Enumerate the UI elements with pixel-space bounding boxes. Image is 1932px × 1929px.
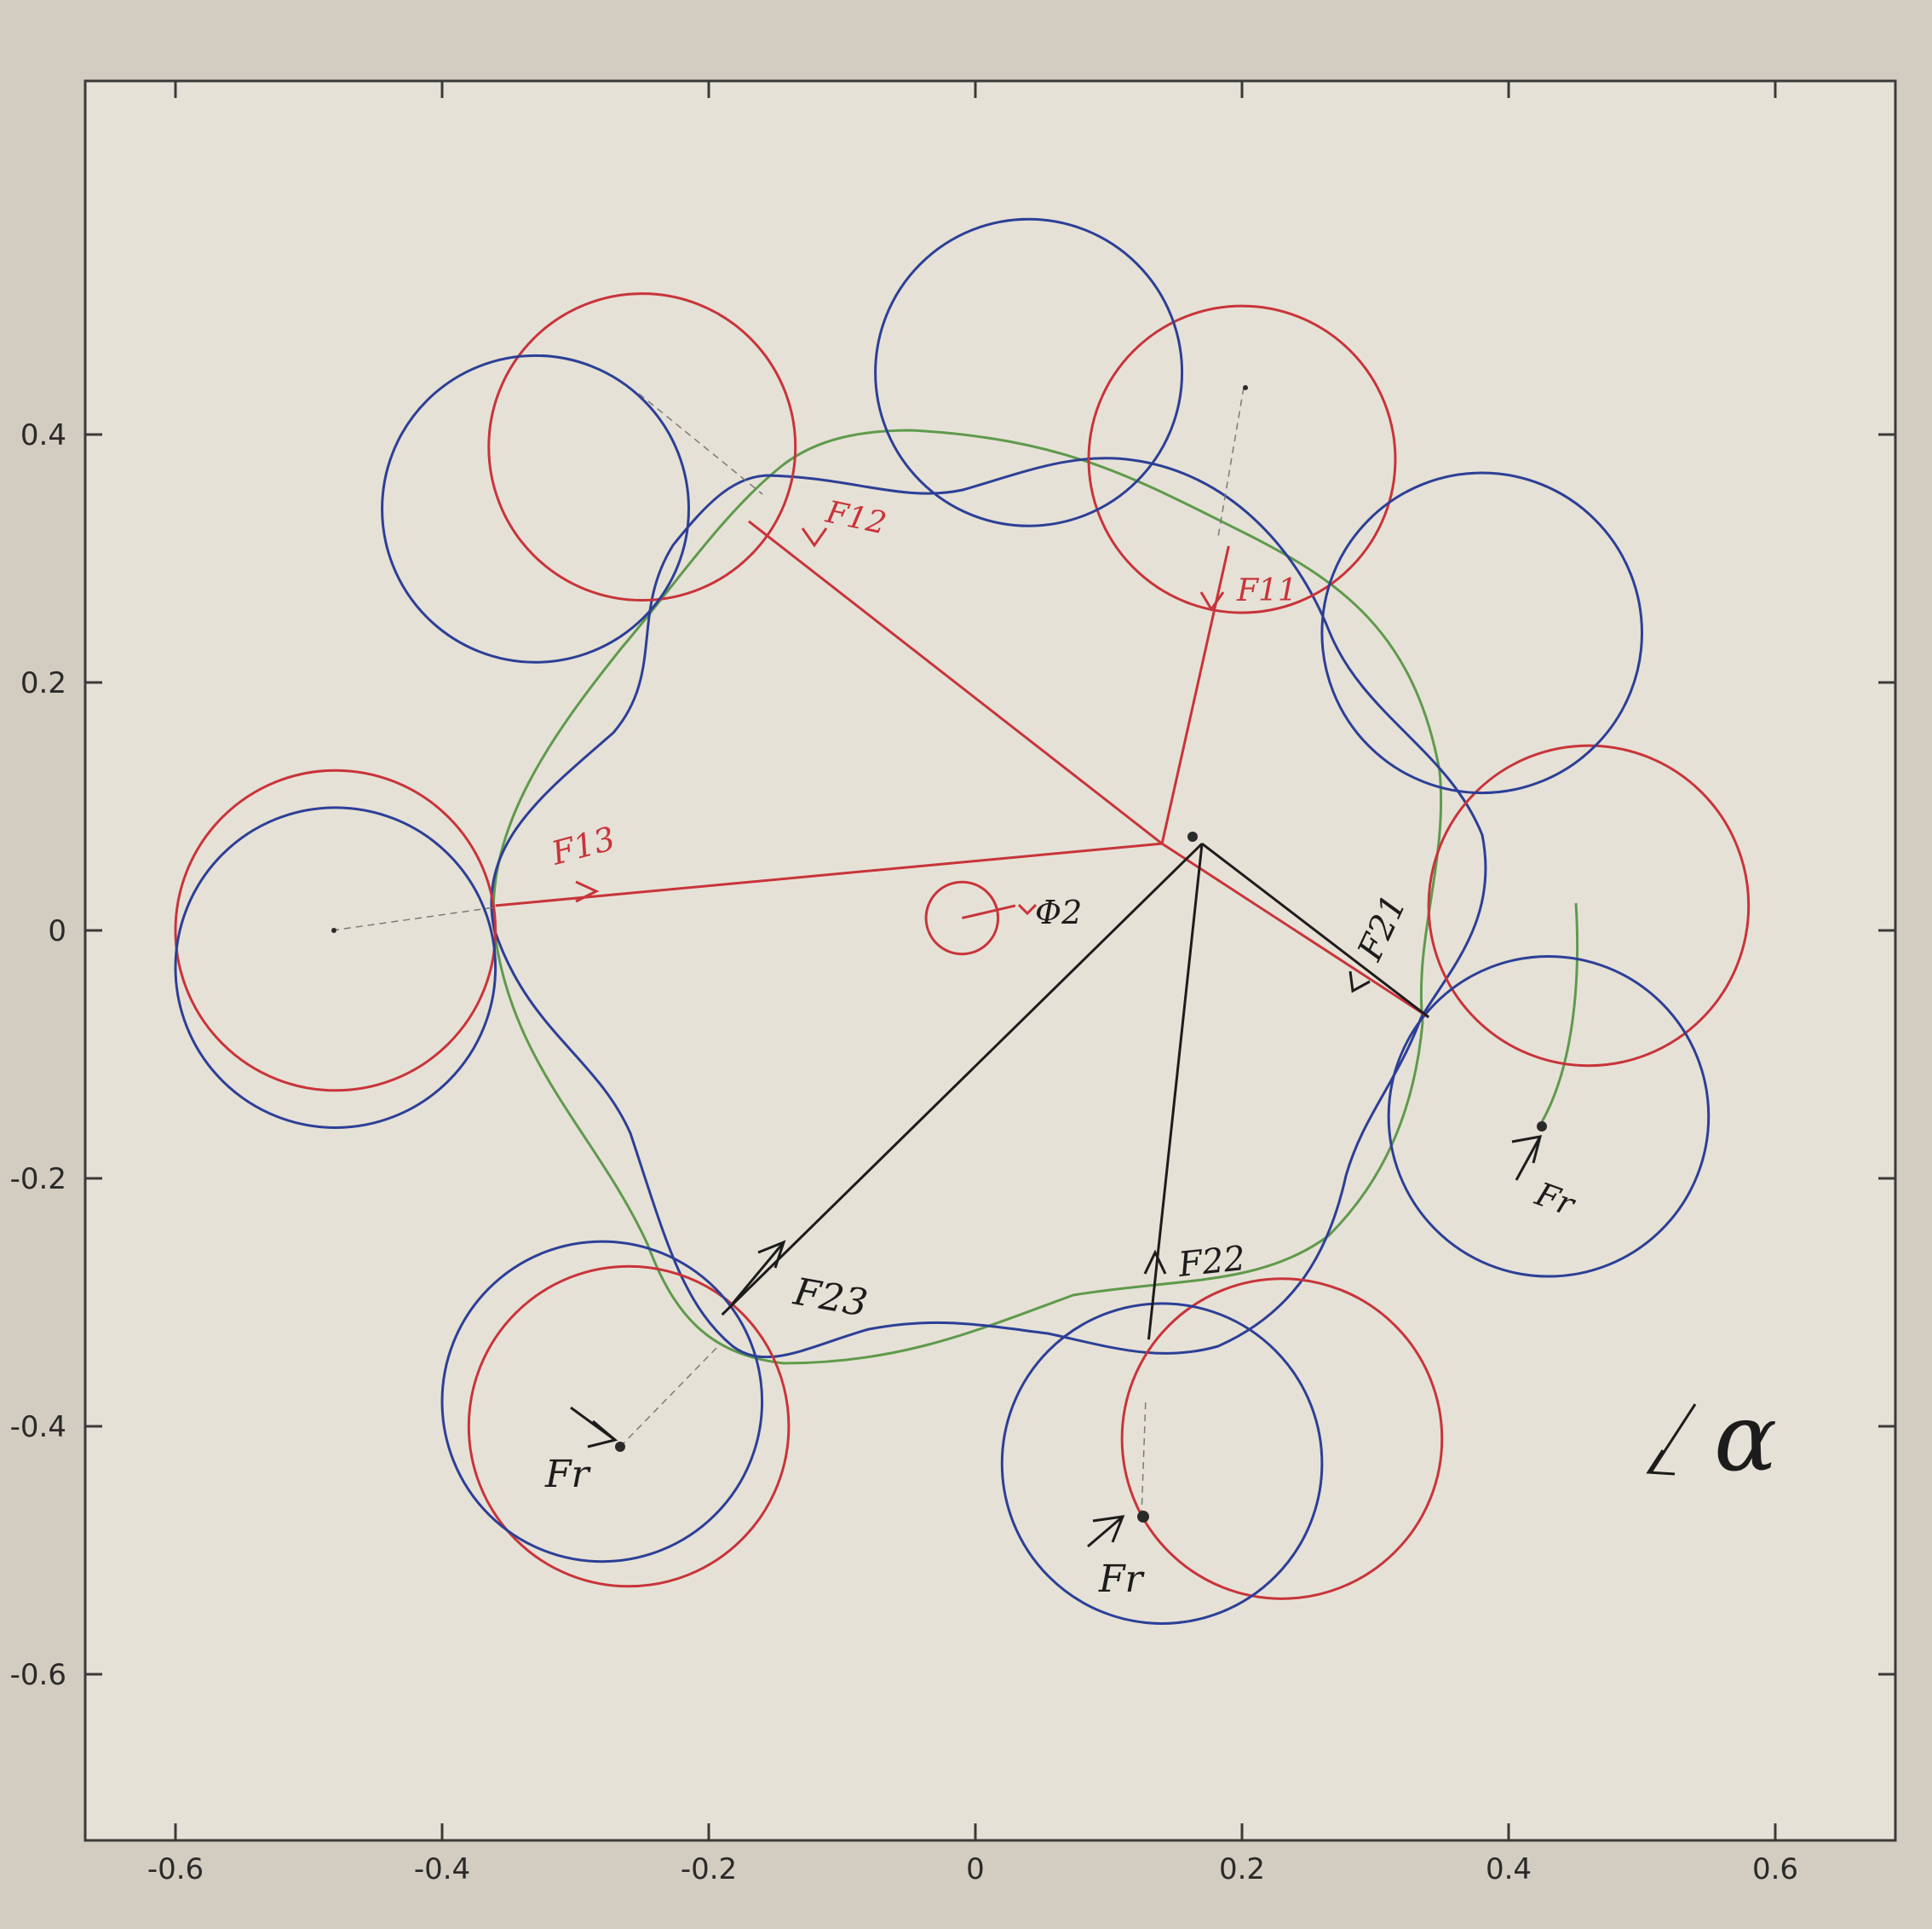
pivot-dots bbox=[331, 385, 1547, 1523]
blue-circles bbox=[174, 217, 1711, 1625]
x-tick-labels: -0.6 -0.4 -0.2 0 0.2 0.4 0.6 bbox=[147, 1852, 1798, 1886]
axis-ticks bbox=[85, 81, 1895, 1840]
x-tick-label: 0.6 bbox=[1752, 1852, 1798, 1886]
red-force-line bbox=[962, 904, 1016, 919]
y-tick-label: -0.6 bbox=[10, 1658, 66, 1692]
label-fr-bottom: Fr bbox=[1098, 1558, 1146, 1601]
x-tick-label: 0 bbox=[966, 1852, 985, 1886]
x-tick-label: -0.2 bbox=[681, 1852, 737, 1886]
arrow-shafts bbox=[570, 1136, 1697, 1548]
label-alpha: α bbox=[1714, 1383, 1777, 1492]
red-circle bbox=[924, 880, 1000, 956]
label-f11: F11 bbox=[1236, 573, 1297, 608]
y-tick-label: 0.4 bbox=[20, 418, 66, 452]
blue-circle bbox=[1320, 471, 1643, 795]
red-force-lines bbox=[495, 520, 1429, 1019]
label-phi2: Φ2 bbox=[1035, 894, 1082, 931]
blue-circle bbox=[1387, 954, 1711, 1278]
red-circle bbox=[174, 769, 497, 1092]
red-circle bbox=[1120, 1277, 1444, 1600]
blue-circle bbox=[1000, 1302, 1324, 1625]
red-force-line bbox=[748, 520, 1164, 845]
label-f22: F22 bbox=[1176, 1239, 1247, 1285]
blue-circle bbox=[874, 217, 1184, 527]
red-circles bbox=[174, 292, 1751, 1600]
x-tick-label: -0.6 bbox=[147, 1852, 204, 1886]
red-force-line bbox=[495, 842, 1163, 907]
red-force-line bbox=[1161, 842, 1429, 1019]
y-tick-label: 0 bbox=[48, 914, 66, 948]
y-tick-label: -0.2 bbox=[10, 1162, 66, 1196]
green-curve-tail bbox=[1538, 902, 1579, 1127]
label-fr-left: Fr bbox=[544, 1453, 592, 1496]
blue-circle bbox=[381, 354, 691, 664]
black-force-line bbox=[1201, 842, 1430, 1019]
y-tick-label: -0.4 bbox=[10, 1410, 66, 1444]
plot-frame bbox=[83, 79, 1897, 1842]
blue-profile-curve bbox=[490, 457, 1487, 1359]
x-tick-label: 0.2 bbox=[1219, 1852, 1265, 1886]
blue-circle bbox=[440, 1240, 764, 1563]
y-tick-label: 0.2 bbox=[20, 666, 66, 700]
red-circle bbox=[1087, 304, 1397, 614]
red-circle bbox=[487, 292, 797, 602]
red-force-line bbox=[1160, 545, 1230, 844]
black-force-line bbox=[721, 843, 1204, 1316]
x-tick-label: -0.4 bbox=[414, 1852, 470, 1886]
blue-circle bbox=[174, 806, 497, 1129]
construction-dashes bbox=[331, 387, 1245, 1517]
y-tick-labels: 0.4 0.2 0 -0.2 -0.4 -0.6 bbox=[10, 418, 66, 1692]
red-circle bbox=[467, 1264, 791, 1588]
x-tick-label: 0.4 bbox=[1486, 1852, 1532, 1886]
arrow-heads bbox=[575, 527, 1676, 1543]
red-circle bbox=[1427, 744, 1751, 1068]
green-profile-curve bbox=[492, 429, 1443, 1365]
